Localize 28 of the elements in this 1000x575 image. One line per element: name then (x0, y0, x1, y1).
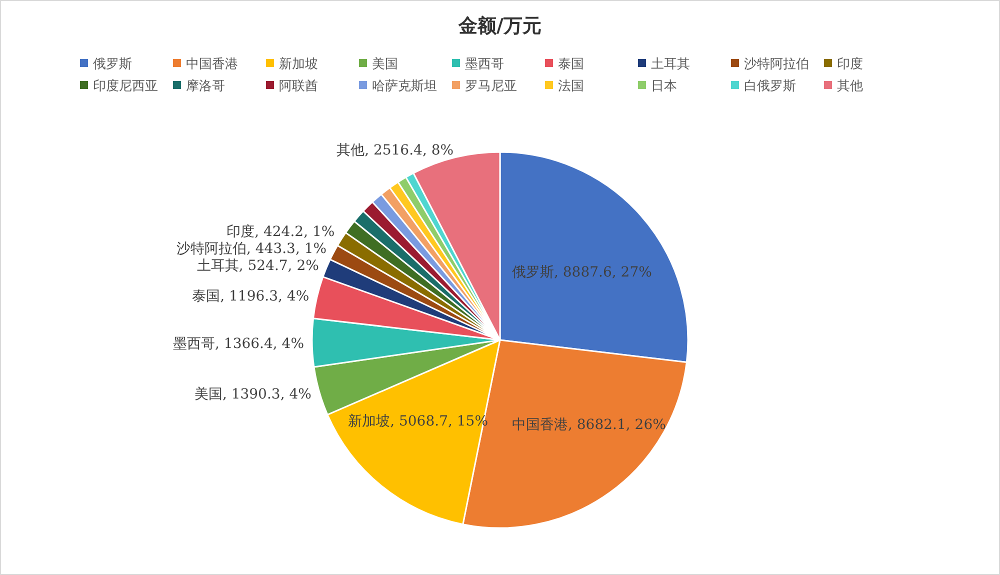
legend-label: 土耳其 (651, 57, 690, 72)
legend-label: 罗马尼亚 (465, 79, 517, 94)
data-label: 中国香港, 8682.1, 26% (512, 416, 666, 433)
data-label: 俄罗斯, 8887.6, 27% (512, 264, 652, 280)
legend-label: 哈萨克斯坦 (372, 79, 437, 94)
legend-label: 俄罗斯 (93, 57, 132, 72)
data-label: 沙特阿拉伯, 443.3, 1% (176, 240, 327, 257)
data-label: 墨西哥, 1366.4, 4% (173, 336, 304, 352)
data-label: 土耳其, 524.7, 2% (196, 258, 319, 274)
legend-label: 印度尼西亚 (93, 78, 158, 94)
data-label: 印度, 424.2, 1% (226, 224, 335, 240)
legend-label: 新加坡 (279, 57, 318, 72)
data-label: 美国, 1390.3, 4% (194, 386, 312, 402)
data-label: 其他, 2516.4, 8% (336, 142, 454, 159)
legend-label: 美国 (372, 56, 398, 72)
legend-label: 摩洛哥 (186, 79, 225, 94)
data-label: 泰国, 1196.3, 4% (192, 288, 310, 304)
legend-label: 泰国 (558, 57, 584, 72)
legend-label: 白俄罗斯 (744, 79, 796, 94)
legend-label: 阿联酋 (279, 79, 318, 94)
legend-label: 其他 (837, 79, 863, 94)
legend-label: 法国 (558, 79, 584, 94)
legend-label: 日本 (651, 79, 677, 94)
chart-title: 金额/万元 (458, 15, 542, 37)
legend-label: 沙特阿拉伯 (744, 57, 809, 72)
legend-label: 墨西哥 (465, 57, 504, 72)
legend-label: 中国香港 (186, 57, 238, 72)
legend-label: 印度 (837, 56, 863, 72)
